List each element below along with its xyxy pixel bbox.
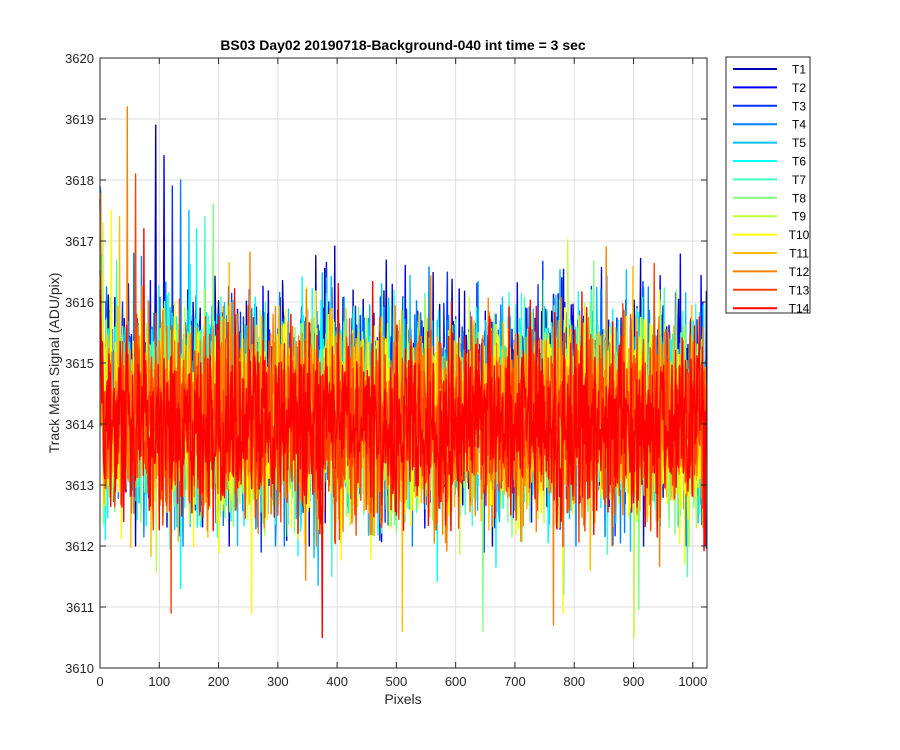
y-tick-label: 3615 [65, 356, 94, 371]
chart-title: BS03 Day02 20190718-Background-040 int t… [220, 37, 586, 53]
x-tick-label: 300 [267, 674, 289, 689]
legend-label: T7 [792, 173, 806, 187]
x-tick-label: 700 [504, 674, 526, 689]
y-axis-label: Track Mean Signal (ADU/pix) [46, 273, 62, 454]
legend-box [725, 56, 811, 314]
y-tick-label: 3619 [65, 112, 94, 127]
y-tick-label: 3612 [65, 539, 94, 554]
y-tick-label: 3614 [65, 417, 94, 432]
y-tick-label: 3613 [65, 478, 94, 493]
legend-label: T2 [792, 81, 806, 95]
x-tick-label: 0 [96, 674, 103, 689]
x-tick-label: 900 [623, 674, 645, 689]
y-tick-label: 3611 [66, 600, 94, 615]
legend-label: T14 [789, 302, 810, 316]
legend-label: T11 [789, 247, 809, 261]
legend-label: T12 [789, 265, 810, 279]
y-tick-label: 3617 [65, 234, 94, 249]
legend-label: T3 [792, 99, 806, 113]
x-tick-label: 200 [208, 674, 230, 689]
x-tick-label: 400 [326, 674, 348, 689]
legend-label: T4 [792, 118, 806, 132]
x-tick-label: 1000 [678, 674, 707, 689]
x-tick-label: 600 [445, 674, 467, 689]
series-layer [99, 106, 708, 639]
series-line-t14 [99, 228, 708, 639]
legend: T1 T2 T3 T4 T5 T6 T7 T8 T9 T10 T11 T12 T13 T14 [725, 56, 811, 316]
legend-label: T5 [792, 136, 806, 150]
legend-label: T13 [789, 283, 810, 297]
x-axis-label: Pixels [384, 691, 421, 707]
legend-label: T1 [792, 63, 806, 77]
x-tick-label: 500 [386, 674, 408, 689]
x-tick-label: 100 [148, 674, 170, 689]
x-tick-label: 800 [563, 674, 585, 689]
legend-label: T6 [792, 155, 806, 169]
legend-label: T9 [792, 210, 806, 224]
y-tick-label: 3616 [65, 295, 94, 310]
ticks: 0 100 200 300 400 500 600 700 800 900 1000 3610 3611… [65, 51, 707, 689]
legend-label: T8 [792, 191, 806, 205]
y-tick-label: 3620 [65, 51, 94, 66]
y-tick-label: 3618 [65, 173, 94, 188]
legend-label: T10 [789, 228, 810, 242]
y-tick-label: 3610 [65, 661, 94, 676]
